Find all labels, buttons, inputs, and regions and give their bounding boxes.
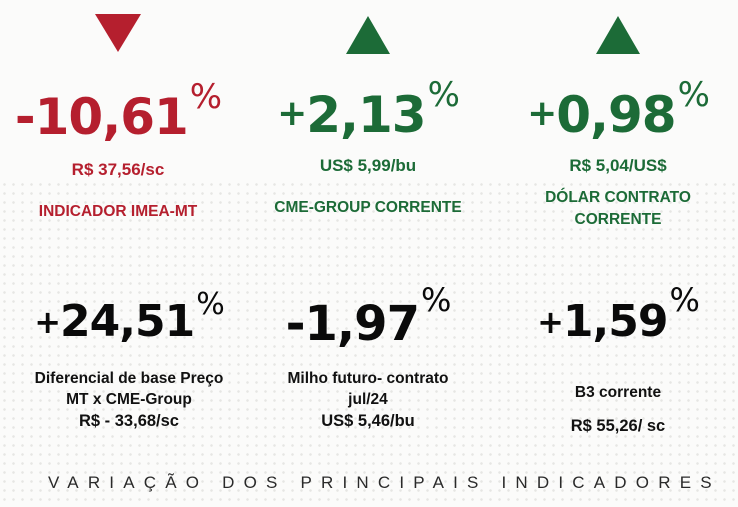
plus-sign: +: [277, 93, 307, 134]
dollar-caption: DÓLAR CONTRATO CORRENTE: [500, 188, 736, 230]
basis-desc: Diferencial de base Preço MT x CME-Group: [0, 368, 258, 410]
percent-sign: %: [196, 287, 224, 322]
dollar-price: R$ 5,04/US$: [569, 156, 667, 175]
basis-variation: +24,51%: [0, 290, 258, 344]
corn-variation-value: -1,97: [285, 296, 420, 352]
b3-price: R$ 55,26/ sc: [570, 417, 666, 435]
down-arrow-icon: [95, 14, 141, 52]
basis-price: R$ - 33,68/sc: [79, 412, 179, 430]
cme-variation: +2,13%: [250, 78, 486, 140]
percent-sign: %: [420, 281, 451, 319]
plus-sign: +: [537, 303, 564, 341]
basis-differential-card: +24,51% Diferencial de base Preço MT x C…: [0, 290, 258, 432]
up-arrow-icon: [596, 16, 640, 54]
cme-price: US$ 5,99/bu: [319, 156, 417, 175]
percent-sign: %: [669, 281, 699, 319]
dollar-card: +0,98% R$ 5,04/US$ DÓLAR CONTRATO CORREN…: [500, 16, 736, 230]
footer-title: VARIAÇÃO DOS PRINCIPAIS INDICADORES: [48, 473, 721, 492]
cme-caption: CME-GROUP CORRENTE: [274, 199, 462, 216]
dollar-caption-line2: CORRENTE: [574, 211, 662, 228]
b3-variation-value: 1,59: [562, 296, 669, 347]
plus-sign: +: [34, 303, 61, 341]
percent-sign: %: [427, 75, 460, 115]
imea-caption: INDICADOR IMEA-MT: [38, 203, 198, 220]
corn-variation: -1,97%: [250, 284, 486, 348]
imea-price: R$ 37,56/sc: [71, 160, 165, 179]
indicator-imea-card: -10,61% R$ 37,56/sc INDICADOR IMEA-MT: [0, 14, 236, 222]
cme-variation-value: 2,13: [306, 86, 426, 144]
corn-price: US$ 5,46/bu: [321, 412, 415, 430]
up-arrow-icon: [346, 16, 390, 54]
b3-desc: B3 corrente: [574, 384, 662, 401]
b3-variation: +1,59%: [500, 284, 736, 344]
corn-desc-line2: jul/24: [348, 391, 388, 408]
corn-desc-line1: Milho futuro- contrato: [287, 370, 449, 387]
dollar-caption-line1: DÓLAR CONTRATO: [545, 189, 691, 206]
imea-variation-value: -10,61: [14, 88, 189, 146]
b3-card: +1,59% B3 corrente R$ 55,26/ sc: [500, 284, 736, 437]
basis-variation-value: 24,51: [60, 296, 195, 347]
corn-futures-card: -1,97% Milho futuro- contrato jul/24 US$…: [250, 284, 486, 432]
imea-variation: -10,61%: [0, 80, 236, 142]
basis-desc-line2: MT x CME-Group: [66, 391, 192, 408]
percent-sign: %: [677, 75, 710, 115]
dollar-variation: +0,98%: [500, 78, 736, 140]
cme-group-card: +2,13% US$ 5,99/bu CME-GROUP CORRENTE: [250, 16, 486, 218]
dollar-variation-value: 0,98: [556, 86, 676, 144]
corn-desc: Milho futuro- contrato jul/24: [250, 368, 486, 410]
basis-desc-line1: Diferencial de base Preço: [34, 370, 224, 387]
dotted-background: [0, 180, 738, 507]
plus-sign: +: [527, 93, 557, 134]
percent-sign: %: [189, 77, 222, 117]
